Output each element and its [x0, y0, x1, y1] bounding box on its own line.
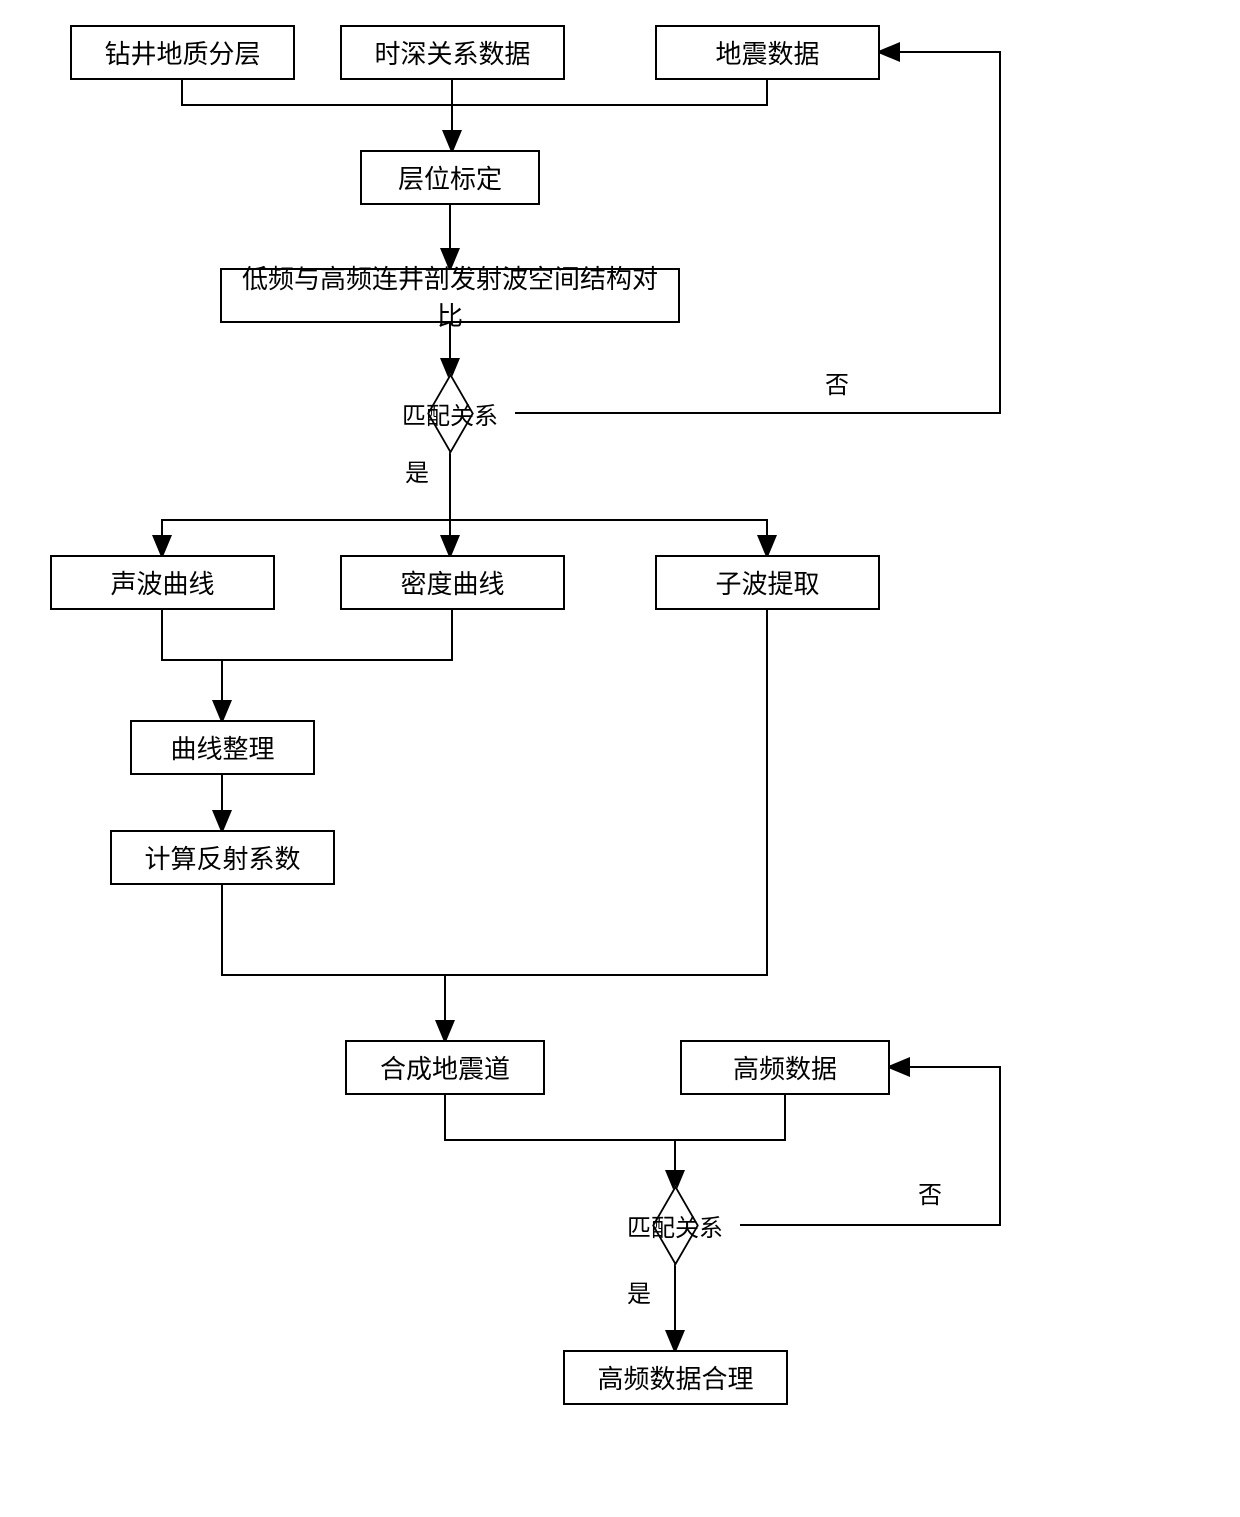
flowchart-node-n3: 地震数据	[655, 25, 880, 80]
flowchart-node-n5: 低频与高频连井剖发射波空间结构对比	[220, 268, 680, 323]
flowchart-node-n2: 时深关系数据	[340, 25, 565, 80]
flowchart-node-n7: 声波曲线	[50, 555, 275, 610]
flowchart-node-n15: 高频数据合理	[563, 1350, 788, 1405]
flowchart-edge-9	[450, 520, 767, 555]
flowchart-label-yes2: 是	[627, 1274, 651, 1309]
flowchart-decision-n14: 匹配关系	[610, 1200, 740, 1250]
flowchart-node-n12: 合成地震道	[345, 1040, 545, 1095]
flowchart-edge-0	[182, 80, 452, 150]
flowchart-node-n9: 子波提取	[655, 555, 880, 610]
flowchart-node-n11: 计算反射系数	[110, 830, 335, 885]
flowchart-node-n4: 层位标定	[360, 150, 540, 205]
flowchart-node-n1: 钻井地质分层	[70, 25, 295, 80]
flowchart-node-n8: 密度曲线	[340, 555, 565, 610]
flowchart-node-n13: 高频数据	[680, 1040, 890, 1095]
flowchart-edge-13	[222, 885, 445, 1040]
flowchart-edge-10	[162, 610, 222, 720]
flowchart-edge-2	[452, 80, 767, 105]
flowchart-edge-5	[515, 52, 1000, 413]
flowchart-edge-14	[445, 610, 767, 975]
flowchart-label-no2: 否	[918, 1175, 942, 1210]
flowchart-edge-16	[675, 1095, 785, 1140]
flowchart-edge-11	[222, 610, 452, 720]
flowchart-label-no1: 否	[825, 365, 849, 400]
flowchart-label-yes1: 是	[405, 453, 429, 488]
flowchart-node-n10: 曲线整理	[130, 720, 315, 775]
flowchart-decision-n6: 匹配关系	[385, 388, 515, 438]
flowchart-edge-7	[162, 520, 450, 555]
flowchart-edge-15	[445, 1095, 675, 1190]
